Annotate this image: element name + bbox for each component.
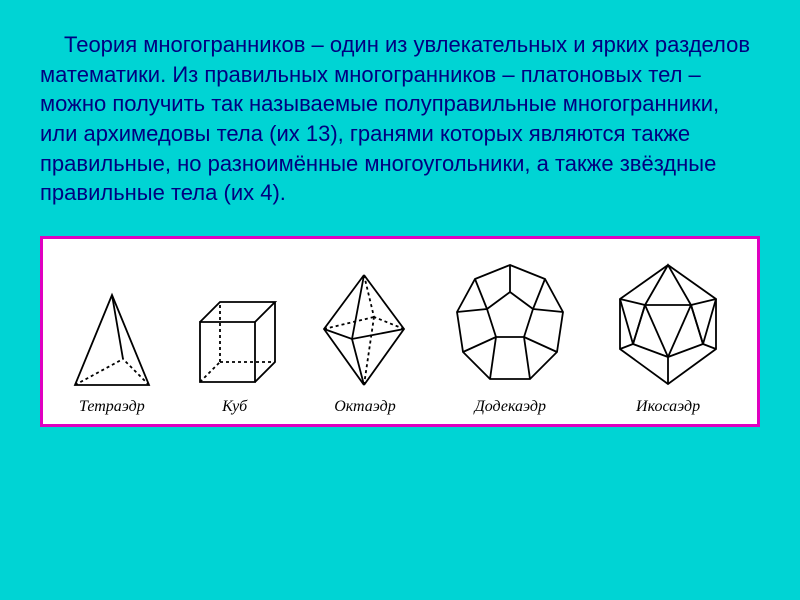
main-paragraph: Теория многогранников – один из увлекате… (40, 30, 760, 208)
shape-dodecahedron: Додекаэдр (445, 257, 575, 416)
icosahedron-icon (603, 257, 733, 392)
shape-label: Икосаэдр (636, 398, 700, 416)
shape-octahedron: Октаэдр (312, 267, 417, 416)
shape-label: Октаэдр (334, 398, 396, 416)
shape-cube: Куб (185, 287, 285, 416)
shape-icosahedron: Икосаэдр (603, 257, 733, 416)
polyhedra-diagram: Тетраэдр Куб Октаэдр (40, 236, 760, 427)
tetrahedron-icon (67, 287, 157, 392)
shape-label: Куб (222, 398, 247, 416)
cube-icon (185, 287, 285, 392)
shape-label: Додекаэдр (475, 398, 546, 416)
octahedron-icon (312, 267, 417, 392)
dodecahedron-icon (445, 257, 575, 392)
shape-label: Тетраэдр (79, 398, 145, 416)
shape-tetrahedron: Тетраэдр (67, 287, 157, 416)
